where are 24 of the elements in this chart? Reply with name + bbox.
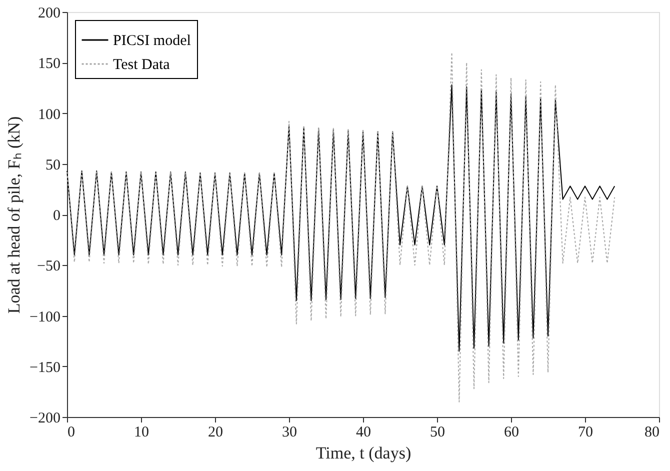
y-tick-label: −200 <box>30 410 60 426</box>
x-tick-label: 50 <box>430 424 445 440</box>
legend-label: PICSI model <box>113 33 191 49</box>
y-axis-title: Load at head of pile, Fₕ (kN) <box>4 116 24 314</box>
y-tick-label: −100 <box>30 309 60 326</box>
x-tick-label: 20 <box>208 424 223 440</box>
x-tick-label: 80 <box>644 424 660 440</box>
y-tick-label: 50 <box>46 157 60 174</box>
y-tick-label: 100 <box>38 106 60 123</box>
x-tick-label: 0 <box>68 424 75 440</box>
line-series <box>66 84 616 352</box>
x-tick-label: 70 <box>578 424 593 440</box>
x-axis-title: Time, t (days) <box>316 444 412 462</box>
x-tick-label: 40 <box>356 424 371 440</box>
x-tick-label: 60 <box>504 424 519 440</box>
x-tick-label: 10 <box>134 424 149 440</box>
y-tick-label: 200 <box>38 6 60 22</box>
y-tick-label: 150 <box>38 56 60 72</box>
line-series <box>66 52 616 402</box>
y-tick-label: −50 <box>37 258 60 275</box>
y-tick-label: −150 <box>30 360 60 376</box>
y-tick-label: 0 <box>53 208 60 224</box>
legend-label: Test Data <box>113 57 170 73</box>
x-tick-label: 30 <box>282 424 297 440</box>
